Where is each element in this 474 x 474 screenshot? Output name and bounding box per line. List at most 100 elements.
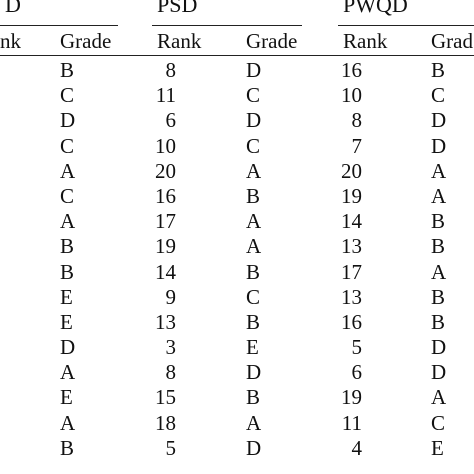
pwqd-rank-cell: 13: [341, 234, 362, 259]
col-header-rank-psd: Rank: [157, 29, 202, 53]
psd-grade-cell: C: [246, 83, 261, 108]
psd-rank-cell: 6: [165, 108, 177, 133]
table-row: E 9 C 13 B: [0, 285, 474, 310]
psd-grade-cell: D: [246, 58, 262, 82]
psd-grade-cell: C: [246, 284, 261, 309]
psd-grade-cell: C: [246, 133, 261, 158]
group-title-1: D: [5, 0, 21, 17]
pwqd-grade-cell: C: [431, 83, 446, 108]
psd-rank-cell: 14: [155, 259, 176, 284]
group-title-psd: PSD: [157, 0, 198, 17]
table-row: A 8 D 6 D: [0, 360, 474, 385]
grade-cell: E: [60, 385, 73, 410]
pwqd-grade-cell: D: [431, 108, 447, 133]
col-header-rank-1: nk: [0, 29, 21, 53]
psd-grade-cell: A: [246, 158, 262, 183]
table-row: A 17 A 14 B: [0, 209, 474, 234]
table-row: D 3 E 5 D: [0, 335, 474, 360]
psd-grade-cell: B: [246, 385, 261, 410]
group-rule-pwqd: [338, 25, 474, 26]
table-row: C 11 C 10 C: [0, 83, 474, 108]
table-row: A 18 A 11 C: [0, 411, 474, 436]
pwqd-rank-cell: 20: [341, 158, 362, 183]
grade-cell: E: [60, 284, 73, 309]
table-row: B 8 D 16 B: [0, 58, 474, 83]
table-row: C 10 C 7 D: [0, 134, 474, 159]
table-row: B 14 B 17 A: [0, 260, 474, 285]
pwqd-grade-cell: B: [431, 284, 446, 309]
pwqd-rank-cell: 19: [341, 183, 362, 208]
grade-cell: D: [60, 108, 76, 133]
psd-rank-cell: 8: [165, 58, 177, 82]
pwqd-grade-cell: A: [431, 385, 447, 410]
pwqd-rank-cell: 17: [341, 259, 362, 284]
table-row: E 13 B 16 B: [0, 310, 474, 335]
pwqd-grade-cell: B: [431, 234, 446, 259]
pwqd-rank-cell: 7: [351, 133, 363, 158]
psd-rank-cell: 13: [155, 309, 176, 334]
grade-cell: A: [60, 209, 76, 234]
table-row: E 15 B 19 A: [0, 385, 474, 410]
psd-rank-cell: 8: [165, 360, 177, 385]
pwqd-grade-cell: B: [431, 58, 446, 82]
table-row: C 16 B 19 A: [0, 184, 474, 209]
psd-grade-cell: D: [246, 435, 262, 460]
pwqd-rank-cell: 11: [341, 410, 362, 435]
psd-rank-cell: 15: [155, 385, 176, 410]
col-header-grade-psd: Grade: [246, 29, 298, 53]
col-header-grade-1: Grade: [60, 29, 112, 53]
pwqd-rank-cell: 14: [341, 209, 362, 234]
psd-grade-cell: D: [246, 360, 262, 385]
table-body: B 8 D 16 B C 11 C 10 C D 6 D 8 D C 10 C 7 D A 20 A 20 A C 16 B 19 A A 1…: [0, 58, 474, 461]
psd-rank-cell: 5: [165, 435, 177, 460]
grade-cell: C: [60, 183, 75, 208]
pwqd-grade-cell: B: [431, 309, 446, 334]
grade-cell: E: [60, 309, 73, 334]
psd-rank-cell: 18: [155, 410, 176, 435]
pwqd-rank-cell: 16: [341, 58, 362, 82]
table-row: A 20 A 20 A: [0, 159, 474, 184]
grade-cell: A: [60, 360, 76, 385]
grade-cell: C: [60, 133, 75, 158]
grade-cell: A: [60, 410, 76, 435]
psd-grade-cell: B: [246, 309, 261, 334]
psd-grade-cell: B: [246, 259, 261, 284]
pwqd-rank-cell: 10: [341, 83, 362, 108]
grade-cell: C: [60, 83, 75, 108]
pwqd-grade-cell: B: [431, 209, 446, 234]
pwqd-rank-cell: 8: [351, 108, 363, 133]
pwqd-rank-cell: 16: [341, 309, 362, 334]
pwqd-grade-cell: A: [431, 183, 447, 208]
pwqd-grade-cell: E: [431, 435, 444, 460]
pwqd-rank-cell: 6: [351, 360, 363, 385]
psd-rank-cell: 19: [155, 234, 176, 259]
pwqd-rank-cell: 13: [341, 284, 362, 309]
psd-grade-cell: A: [246, 410, 262, 435]
grade-cell: B: [60, 259, 75, 284]
col-header-rank-pwqd: Rank: [343, 29, 388, 53]
psd-grade-cell: D: [246, 108, 262, 133]
table-row: B 19 A 13 B: [0, 234, 474, 259]
grade-cell: B: [60, 234, 75, 259]
psd-rank-cell: 17: [155, 209, 176, 234]
table-row: B 5 D 4 E: [0, 436, 474, 461]
pwqd-grade-cell: A: [431, 259, 447, 284]
grade-cell: B: [60, 435, 75, 460]
pwqd-rank-cell: 4: [351, 435, 363, 460]
pwqd-rank-cell: 5: [351, 335, 363, 360]
psd-rank-cell: 3: [165, 335, 177, 360]
col-header-grade-pwqd: Grad: [431, 29, 473, 53]
table-row: D 6 D 8 D: [0, 108, 474, 133]
psd-rank-cell: 11: [155, 83, 176, 108]
pwqd-rank-cell: 19: [341, 385, 362, 410]
grade-cell: A: [60, 158, 76, 183]
pwqd-grade-cell: D: [431, 335, 447, 360]
grade-cell: D: [60, 335, 76, 360]
pwqd-grade-cell: D: [431, 360, 447, 385]
group-rule-1: [0, 25, 118, 26]
header-rule: [0, 55, 474, 56]
pwqd-grade-cell: A: [431, 158, 447, 183]
psd-grade-cell: B: [246, 183, 261, 208]
group-title-pwqd: PWQD: [343, 0, 408, 17]
